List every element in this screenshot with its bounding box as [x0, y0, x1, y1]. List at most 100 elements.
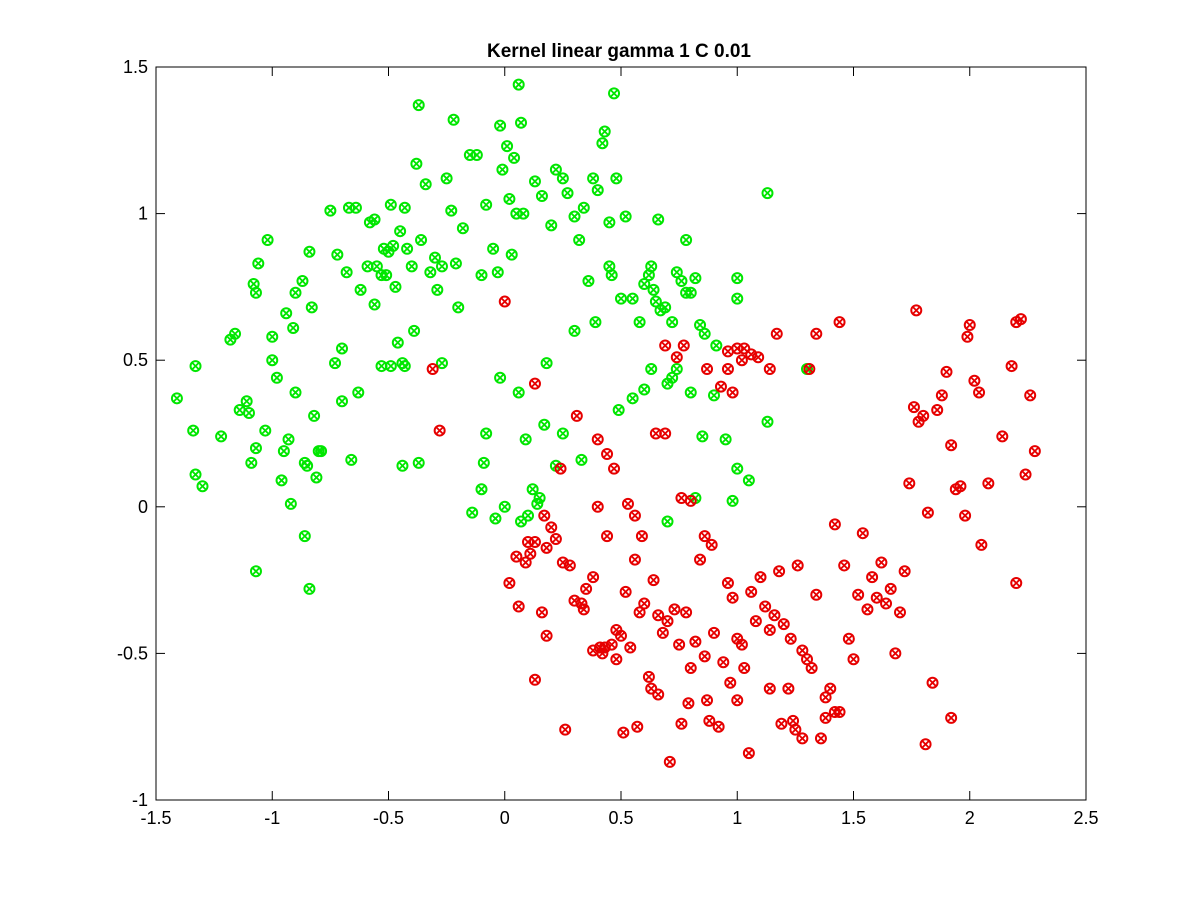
data-point — [894, 606, 906, 619]
data-point — [635, 530, 648, 543]
data-point — [577, 603, 590, 616]
data-point — [738, 662, 751, 675]
data-point — [684, 494, 697, 507]
data-point — [842, 632, 855, 645]
data-point — [931, 404, 944, 417]
data-point — [573, 233, 586, 246]
data-point — [996, 430, 1009, 443]
data-point — [329, 357, 342, 370]
data-point — [510, 550, 523, 563]
data-point — [398, 201, 411, 214]
data-point — [517, 207, 530, 220]
data-point — [856, 527, 869, 540]
data-point — [494, 371, 507, 384]
data-point — [512, 78, 525, 91]
data-point — [412, 456, 425, 469]
data-point — [621, 497, 634, 510]
data-point — [522, 535, 534, 548]
data-point — [287, 321, 300, 334]
data-point — [694, 319, 707, 332]
data-point — [898, 565, 911, 578]
data-point — [477, 456, 490, 469]
data-point — [940, 365, 953, 378]
data-point — [247, 277, 260, 290]
data-point — [735, 354, 748, 367]
data-point — [666, 371, 679, 384]
data-point — [556, 427, 569, 440]
data-point — [677, 339, 690, 352]
data-point — [170, 392, 183, 405]
data-point — [501, 140, 514, 153]
data-point — [626, 292, 639, 305]
data-point — [670, 362, 683, 375]
data-point — [408, 324, 421, 337]
data-point — [661, 515, 674, 528]
data-point — [449, 257, 462, 270]
data-point — [726, 494, 739, 507]
data-point — [336, 342, 348, 355]
data-point — [717, 656, 730, 669]
data-point — [582, 275, 595, 288]
data-point — [926, 676, 939, 689]
data-point — [652, 609, 665, 622]
data-point — [810, 327, 823, 340]
data-point — [763, 623, 776, 636]
x-tick-label: 2 — [965, 808, 975, 828]
data-point — [498, 295, 511, 308]
data-point — [666, 316, 679, 329]
data-point — [396, 459, 409, 472]
y-tick-label: -0.5 — [117, 643, 148, 663]
data-point — [519, 433, 532, 446]
data-point — [875, 556, 888, 569]
data-point — [880, 597, 893, 610]
data-point — [249, 565, 262, 578]
data-point — [215, 430, 228, 443]
data-point — [903, 477, 916, 490]
data-point — [694, 553, 707, 566]
data-point — [805, 662, 818, 675]
data-point — [731, 462, 744, 475]
data-point — [708, 626, 720, 639]
data-point — [628, 553, 641, 566]
data-point — [742, 747, 755, 760]
series-1 — [426, 295, 1041, 768]
data-point — [833, 316, 846, 329]
data-point — [612, 404, 625, 417]
data-point — [324, 204, 337, 217]
data-point — [647, 574, 660, 587]
data-point — [749, 615, 762, 628]
data-point — [580, 582, 593, 595]
data-point — [889, 647, 902, 660]
data-point — [261, 233, 274, 246]
data-point — [456, 222, 469, 235]
data-point — [1028, 445, 1041, 458]
data-point — [345, 453, 358, 466]
data-point — [419, 178, 432, 191]
data-point — [370, 260, 383, 273]
data-point — [724, 676, 737, 689]
data-point — [917, 409, 930, 422]
data-point — [907, 401, 920, 414]
data-point — [852, 588, 865, 601]
data-point — [489, 512, 502, 525]
data-point — [470, 148, 483, 161]
data-point — [954, 480, 967, 493]
data-point — [973, 386, 986, 399]
data-point — [410, 157, 423, 170]
data-point — [726, 591, 739, 604]
data-point — [503, 192, 516, 205]
data-point — [561, 187, 574, 200]
data-point — [961, 330, 974, 343]
data-point — [975, 538, 988, 551]
data-point — [308, 409, 321, 422]
data-point — [289, 386, 302, 399]
data-point — [673, 638, 686, 651]
data-point — [528, 673, 541, 686]
data-point — [645, 362, 658, 375]
data-point — [1014, 313, 1027, 326]
data-point — [424, 266, 437, 279]
data-point — [663, 755, 676, 768]
data-point — [252, 257, 265, 270]
data-point — [610, 653, 623, 666]
